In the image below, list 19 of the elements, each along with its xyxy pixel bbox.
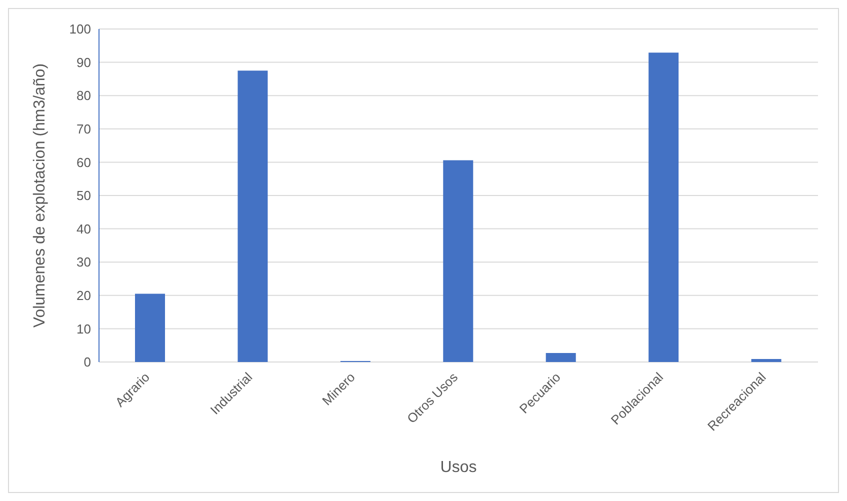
bar <box>546 353 576 362</box>
bar <box>443 160 474 362</box>
y-tick-label: 20 <box>76 288 91 304</box>
y-tick-label: 100 <box>69 22 91 37</box>
y-tick-label: 80 <box>76 88 91 104</box>
x-axis-title: Usos <box>440 459 477 476</box>
y-tick-label: 60 <box>76 154 91 170</box>
bar <box>648 52 679 362</box>
y-tick-label: 40 <box>76 221 91 236</box>
y-axis-title: Volumenes de explotacion (hm3/año) <box>32 63 49 328</box>
y-tick-label: 30 <box>76 254 91 270</box>
y-tick-label: 50 <box>76 188 91 204</box>
bar <box>135 294 165 362</box>
bar <box>751 359 782 362</box>
y-tick-label: 0 <box>84 354 91 370</box>
y-tick-label: 10 <box>76 321 91 336</box>
y-tick-label: 90 <box>76 54 91 70</box>
y-tick-label: 70 <box>76 122 91 137</box>
bar <box>238 70 268 362</box>
